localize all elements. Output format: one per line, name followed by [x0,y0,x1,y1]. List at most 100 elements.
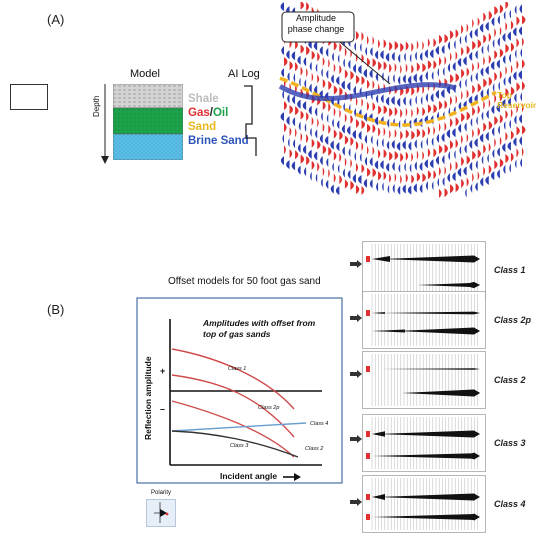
offset-title: Offset models for 50 foot gas sand [168,276,321,287]
wiggle-lobe [480,67,484,77]
gather-pointer-arrow [350,365,362,383]
wiggle-lobe [354,152,356,162]
wiggle-lobe [287,94,290,104]
callout-pointer [281,11,391,85]
wiggle-lobe [427,60,432,70]
wiggle-lobe [411,174,415,184]
wiggle-lobe [317,162,320,172]
wiggle-lobe [438,188,442,198]
wiggle-lobe [339,65,342,75]
wiggle-lobe [319,46,323,56]
gather-event-near [372,514,475,520]
wiggle-lobe [355,163,359,173]
wiggle-lobe [492,149,495,159]
wiggle-lobe [430,93,434,103]
wiggle-lobe [450,162,452,172]
wiggle-lobe [332,52,334,62]
wiggle-lobe [344,179,349,189]
wiggle-lobe [402,74,406,84]
wiggle-lobe [420,140,423,150]
wiggle-lobe [485,65,489,75]
polarity-mark [366,256,370,262]
base-reservoir-event [278,82,457,102]
wiggle-lobe [518,70,522,80]
curve-label-class-3: Class 3 [230,443,249,449]
wiggle-lobe [416,40,419,50]
wiggle-lobe [461,68,465,78]
wiggle-lobe [420,96,423,106]
wiggle-lobe [343,58,345,68]
gather-label: Class 2p [494,315,532,325]
gather-event-near [372,312,385,314]
wiggle-lobe [516,38,519,48]
wiggle-lobe [344,113,347,123]
wiggle-lobe [502,33,506,43]
wiggle-lobe [461,112,465,122]
wiggle-lobe [281,68,284,78]
wiggle-lobe [466,177,469,187]
wiggle-lobe [465,78,467,88]
wiggle-lobe [286,50,290,60]
wiggle-lobe [472,106,476,116]
wiggle-lobe [396,141,401,151]
wiggle-lobe [436,133,439,143]
wiggle-lobe [372,102,376,112]
wiggle-lobe [441,45,445,55]
wiggle-lobe [505,132,508,142]
wiggle-lobe [516,16,520,26]
wiggle-lobe [427,126,431,136]
wiggle-lobe [472,150,476,160]
wiggle-lobe [367,35,369,45]
wiggle-lobe [494,50,498,60]
wiggle-lobe [355,97,358,107]
wiggle-lobe [352,130,356,140]
wiggle-lobe [433,148,437,158]
wiggle-lobe [409,53,412,63]
wiggle-lobe [402,140,406,150]
wiggle-lobe [510,86,515,96]
wiggle-lobe [411,130,415,140]
wiggle-lobe [416,172,421,182]
wiggle-lobe [469,51,473,61]
wiggle-lobe [419,184,423,194]
gather-event [382,255,480,263]
wiggle-lobe [378,61,382,71]
wiggle-lobe [372,36,375,46]
wiggle-lobe [494,72,497,82]
wiggle-lobe [317,140,321,150]
wiggle-lobe [306,46,310,56]
legend-oil: Oil [212,107,229,119]
wiggle-lobe [394,151,399,161]
wiggle-lobe [510,108,513,118]
wiggle-lobe [328,124,331,134]
wiggle-lobe [516,148,519,158]
wiggle-lobe [405,63,408,73]
wiggle-lobe [502,143,506,153]
empty-box [10,84,48,110]
wiggle-lobe [488,142,491,152]
wiggle-lobe [475,160,478,170]
wiggle-lobe [447,173,451,183]
seismic-trace [446,30,454,194]
wiggle-lobe [295,128,297,138]
wiggle-lobe [497,37,500,47]
wiggle-lobe [361,32,364,42]
wiggle-lobe [470,117,473,127]
wiggle-lobe [488,164,492,174]
wiggle-lobe [442,177,445,187]
wiggle-lobe [444,100,448,110]
gather-event [377,430,480,438]
wiggle-lobe [306,2,309,12]
wiggle-lobe [483,56,485,66]
wiggle-lobe [281,46,284,56]
wiggle-lobe [441,89,445,99]
wiggle-lobe [295,106,299,116]
wiggle-lobe [367,145,369,155]
wiggle-lobe [391,52,395,62]
seismic-trace [496,4,504,179]
wiggle-lobe [300,110,304,120]
wiggle-lobe [407,75,412,85]
wiggle-lobe [514,93,517,103]
wiggle-lobe [400,130,403,140]
wiggle-lobe [497,147,500,157]
